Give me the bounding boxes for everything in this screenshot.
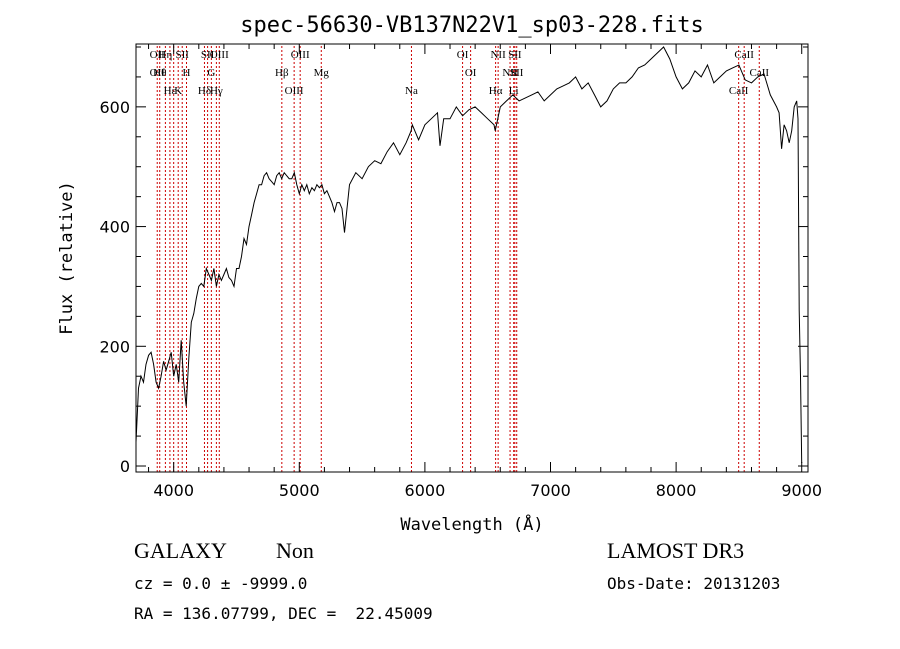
- axis-ticks: 4000 5000 6000 7000 8000 9000 0 200 400 600: [99, 44, 822, 500]
- redshift-cz: cz = 0.0 ± -9999.0: [134, 574, 308, 593]
- spectral-line-label: CaII: [729, 85, 749, 97]
- x-tick-label: 5000: [279, 481, 320, 500]
- spectral-line-label: OIII: [291, 49, 310, 61]
- x-axis-label: Wavelength (Å): [400, 513, 543, 535]
- spectral-line-label: SII: [508, 49, 522, 61]
- spectral-line-label: Hε: [164, 85, 177, 97]
- spectral-line-label: Na: [405, 85, 418, 97]
- y-tick-label: 600: [99, 98, 130, 117]
- spectral-line-label: OI: [457, 49, 469, 61]
- spectral-line-label: OIII: [285, 85, 304, 97]
- plot-frame: [135, 43, 809, 473]
- spectral-line-label: G: [207, 67, 215, 79]
- x-tick-label: 4000: [153, 481, 194, 500]
- spectral-line-label: Hη: [159, 49, 173, 61]
- spectral-line-markers: [156, 46, 760, 472]
- spectral-line-label: CaII: [749, 67, 769, 79]
- spectral-line-labels: OIIOIIHθHεHηKSIIHHδSIIGHγOIIIHβOIIIOIIIM…: [150, 49, 770, 97]
- y-tick-label: 200: [99, 337, 130, 356]
- spectral-line-label: NII: [502, 67, 518, 79]
- spectral-line-label: K: [174, 85, 182, 97]
- spectral-line-label: Hγ: [210, 85, 223, 97]
- x-tick-label: 7000: [530, 481, 571, 500]
- spectral-line-label: SII: [510, 67, 524, 79]
- object-subclass: Non: [276, 538, 314, 563]
- object-type: GALAXY: [134, 538, 227, 563]
- spectral-line-label: NII: [490, 49, 506, 61]
- y-tick-label: 400: [99, 218, 130, 237]
- spectral-line-label: SII: [175, 49, 189, 61]
- spectral-line-label: Hα: [489, 85, 503, 97]
- spectral-line-label: OII: [150, 49, 166, 61]
- ra-dec-coordinates: RA = 136.07799, DEC = 22.45009: [134, 604, 433, 623]
- chart-title: spec-56630-VB137N22V1_sp03-228.fits: [240, 13, 704, 38]
- observation-date: Obs-Date: 20131203: [607, 574, 781, 593]
- x-tick-label: 8000: [656, 481, 697, 500]
- spectral-line-label: CaII: [734, 49, 754, 61]
- survey-name: LAMOST DR3: [607, 538, 745, 563]
- spectral-line-label: H: [183, 67, 191, 79]
- spectral-line-label: OI: [465, 67, 477, 79]
- spectral-line-label: Li: [509, 85, 519, 97]
- x-tick-label: 9000: [781, 481, 822, 500]
- spectral-line-label: Mg: [314, 67, 330, 79]
- spectral-line-label: Hδ: [198, 85, 211, 97]
- y-axis-label: Flux (relative): [57, 181, 77, 335]
- y-tick-label: 0: [120, 457, 130, 476]
- spectral-line-label: Hθ: [153, 67, 166, 79]
- spectral-line-label: OIII: [210, 49, 229, 61]
- spectral-line-label: OII: [150, 67, 166, 79]
- x-tick-label: 6000: [405, 481, 446, 500]
- spectrum-series: [135, 46, 803, 464]
- spectral-line-label: Hβ: [275, 67, 289, 79]
- spectral-line-label: SII: [201, 49, 215, 61]
